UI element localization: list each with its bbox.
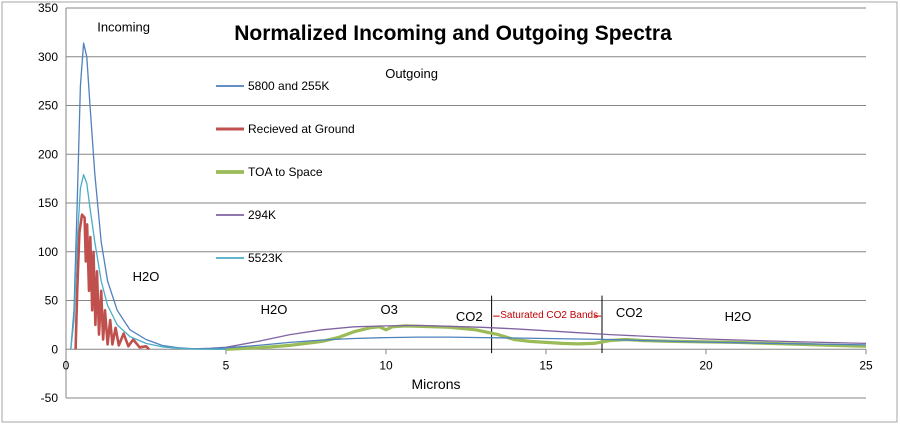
grid-lines: [65, 7, 866, 399]
y-axis-ticks: -50 0 50 100 150 200 250 300 350: [38, 1, 58, 405]
x-tick-label: 5: [223, 358, 230, 372]
y-tick-label: 150: [38, 196, 58, 210]
annotation-label: O3: [381, 302, 398, 317]
annotation-label: H2O: [133, 269, 160, 284]
x-tick-label: 15: [539, 358, 553, 372]
x-axis-ticks: 0 5 10 15 20 25: [63, 349, 873, 372]
series-line-s5800_255: [70, 42, 867, 350]
annotation-label: CO2: [616, 305, 643, 320]
annotation-label: CO2: [456, 309, 483, 324]
annotation-label: Saturated CO2 Bands: [500, 310, 598, 321]
y-tick-label: 200: [38, 147, 58, 161]
y-tick-label: 100: [38, 245, 58, 259]
legend-label: Recieved at Ground: [248, 122, 355, 136]
annotation-label: Outgoing: [385, 66, 438, 81]
y-tick-label: 250: [38, 99, 58, 113]
x-axis-label: Microns: [411, 376, 460, 392]
legend-label: TOA to Space: [248, 165, 323, 179]
x-tick-label: 0: [63, 358, 70, 372]
x-tick-label: 25: [859, 358, 873, 372]
y-tick-label: 350: [38, 1, 58, 15]
legend-label: 294K: [248, 208, 276, 222]
annotation-label: H2O: [261, 302, 288, 317]
chart-title: Normalized Incoming and Outgoing Spectra: [234, 22, 672, 45]
series-line-k5523: [70, 174, 227, 350]
series-lines: [70, 42, 867, 351]
y-tick-label: -50: [41, 391, 59, 405]
x-tick-label: 10: [379, 358, 393, 372]
legend: 5800 and 255K Recieved at Ground TOA to Sp…: [216, 79, 355, 265]
y-tick-label: 0: [51, 342, 58, 356]
series-line-k294: [193, 324, 867, 350]
legend-label: 5523K: [248, 251, 283, 265]
annotation-label: Incoming: [97, 19, 150, 34]
legend-label: 5800 and 255K: [248, 79, 329, 93]
series-line-ground: [74, 213, 151, 351]
annotation-label: H2O: [725, 309, 752, 324]
x-tick-label: 20: [699, 358, 713, 372]
annotations: Incoming Outgoing H2O H2O O3 CO2 Saturated CO2…: [97, 19, 751, 324]
y-tick-label: 50: [45, 294, 59, 308]
y-tick-label: 300: [38, 50, 58, 64]
